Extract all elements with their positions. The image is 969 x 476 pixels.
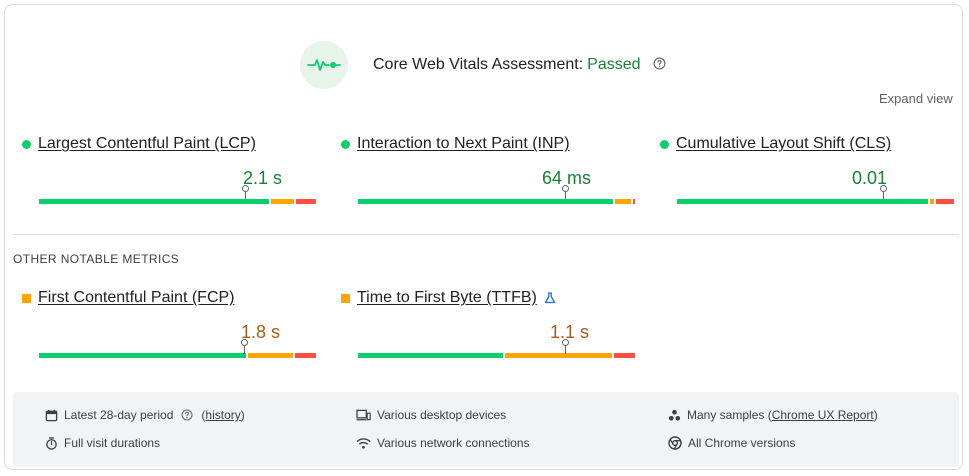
needs-improvement-segment [271,199,294,204]
good-status-dot [341,139,350,149]
metric-inp-link[interactable]: Interaction to Next Paint (INP) [357,135,570,152]
cwv-card: Core Web Vitals Assessment: Passed Expand… [4,4,963,470]
metric-inp-distribution-bar [358,185,635,204]
metric-ttfb-value: 1.1 s [549,322,589,342]
footer-versions: All Chrome versions [668,436,795,450]
p75-marker [880,185,887,200]
good-segment [358,199,613,204]
assessment-header: Core Web Vitals Assessment: Passed [300,41,666,89]
footer-devices-label: Various desktop devices [377,408,507,422]
good-segment [358,353,503,358]
footer-period-label: Latest 28-day period [64,408,174,422]
data-source-footer: Latest 28-day period (history) Full visi… [13,392,959,467]
p75-marker [241,339,248,354]
footer-samples: Many samples (Chrome UX Report) [668,408,878,422]
help-circle-icon[interactable] [181,409,193,421]
footer-durations-label: Full visit durations [64,436,161,450]
other-metrics-heading: OTHER NOTABLE METRICS [13,252,180,266]
wifi-icon [356,437,371,449]
p75-marker [242,185,249,200]
metric-cls: Cumulative Layout Shift (CLS) 0.01 [660,134,954,204]
metric-fcp-link[interactable]: First Contentful Paint (FCP) [38,289,235,306]
chrome-icon [668,436,682,450]
metric-ttfb: Time to First Byte (TTFB) 1.1 s [341,288,635,358]
history-link[interactable]: history [205,408,241,422]
poor-segment [614,353,635,358]
good-segment [677,199,929,204]
calendar-icon [45,409,58,421]
poor-segment [633,199,635,204]
samples-suffix: ) [873,408,878,422]
metric-cls-distribution-bar [677,185,954,204]
metric-lcp-value: 2.1 s [242,168,282,188]
good-segment [39,199,269,204]
samples-prefix: Many samples ( [687,408,772,422]
metric-inp-value: 64 ms [541,168,591,188]
metric-cls-value: 0.01 [851,168,887,188]
needs-improvement-segment [248,353,293,358]
metric-lcp-distribution-bar [39,185,316,204]
metric-lcp-link[interactable]: Largest Contentful Paint (LCP) [38,135,256,152]
poor-segment [295,353,316,358]
chrome-ux-report-link[interactable]: Chrome UX Report [771,408,874,422]
good-status-dot [660,139,669,149]
poor-segment [296,199,316,204]
average-status-square [22,293,31,303]
metric-fcp: First Contentful Paint (FCP) 1.8 s [22,288,316,358]
section-divider [13,234,959,235]
metric-ttfb-link[interactable]: Time to First Byte (TTFB) [357,289,537,306]
metric-fcp-value: 1.8 s [240,322,280,342]
footer-devices: Various desktop devices [356,408,506,422]
good-status-dot [22,139,31,149]
devices-icon [356,409,371,420]
needs-improvement-segment [505,353,612,358]
assessment-title: Core Web Vitals Assessment: Passed [373,56,666,74]
history-open-paren: ( [201,408,206,422]
needs-improvement-segment [615,199,631,204]
p75-marker [562,339,569,354]
pulse-icon [300,41,348,89]
timer-icon [46,436,57,450]
p75-marker [562,185,569,200]
expand-view-link[interactable]: Expand view [879,91,953,106]
poor-segment [936,199,954,204]
good-segment [39,353,246,358]
help-circle-icon[interactable] [653,57,666,70]
metric-fcp-distribution-bar [39,339,316,358]
footer-network: Various network connections [356,436,530,450]
footer-network-label: Various network connections [377,436,530,450]
average-status-square [341,293,350,303]
metric-lcp: Largest Contentful Paint (LCP) 2.1 s [22,134,316,204]
metric-cls-link[interactable]: Cumulative Layout Shift (CLS) [676,135,892,152]
needs-improvement-segment [930,199,935,204]
assessment-status: Passed [587,56,641,73]
metric-inp: Interaction to Next Paint (INP) 64 ms [341,134,635,204]
samples-icon [668,409,681,421]
footer-versions-label: All Chrome versions [688,436,796,450]
footer-durations: Full visit durations [45,436,160,450]
history-close-paren: ) [240,408,245,422]
assessment-label: Core Web Vitals Assessment: [373,56,584,73]
flask-icon [544,292,556,304]
metric-ttfb-distribution-bar [358,339,635,358]
footer-period: Latest 28-day period (history) [45,408,245,422]
